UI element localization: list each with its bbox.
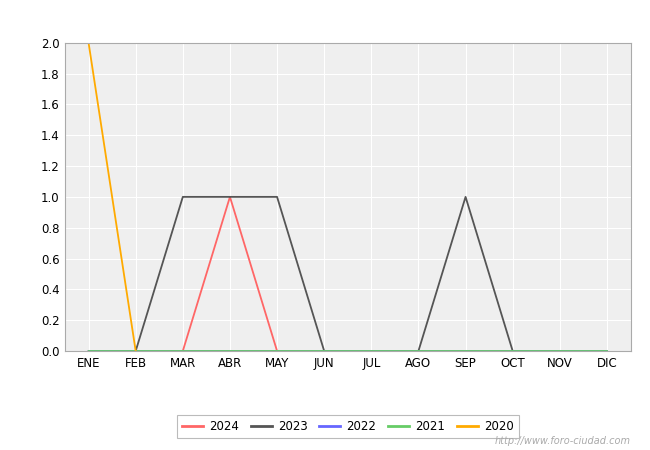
Legend: 2024, 2023, 2022, 2021, 2020: 2024, 2023, 2022, 2021, 2020 (177, 415, 519, 437)
Text: http://www.foro-ciudad.com: http://www.foro-ciudad.com (495, 436, 630, 446)
Text: Matriculaciones de Vehiculos en Carrascal del Río: Matriculaciones de Vehiculos en Carrasca… (135, 12, 515, 27)
